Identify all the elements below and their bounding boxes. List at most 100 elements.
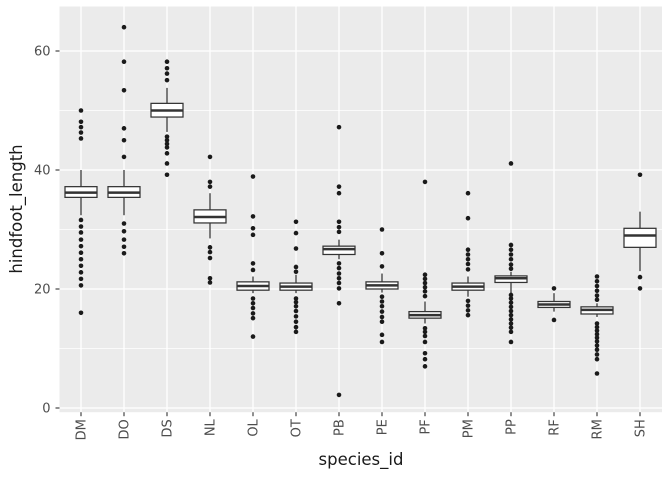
outlier-point: [594, 352, 600, 357]
outlier-point: [78, 250, 84, 256]
outlier-point: [293, 264, 299, 270]
x-tick-label: DM: [74, 419, 89, 440]
outlier-point: [250, 334, 256, 339]
x-tick-label: SH: [633, 419, 648, 437]
outlier-point: [293, 314, 299, 319]
outlier-point: [164, 77, 170, 83]
outlier-point: [508, 266, 514, 272]
outlier-point: [465, 261, 471, 267]
outlier-point: [422, 356, 428, 362]
outlier-point: [508, 161, 514, 166]
x-tick-label: RF: [547, 419, 562, 436]
outlier-point: [379, 332, 385, 338]
boxplot-SH: [623, 172, 657, 291]
outlier-point: [78, 119, 84, 125]
boxplot-PB: [322, 124, 356, 398]
outlier-point: [121, 126, 127, 131]
outlier-point: [465, 312, 471, 318]
boxplot-NL: [193, 154, 227, 285]
outlier-point: [594, 343, 600, 348]
outlier-point: [465, 247, 471, 253]
x-axis-title: species_id: [319, 450, 404, 470]
outlier-point: [293, 324, 299, 330]
plot-panel: [59, 6, 662, 413]
x-tick-label: PF: [418, 419, 433, 434]
outlier-point: [379, 227, 385, 232]
outlier-point: [121, 154, 127, 160]
outlier-point: [293, 329, 299, 335]
outlier-point: [637, 274, 643, 280]
x-tick-label: RM: [590, 419, 605, 439]
boxplot-DM: [64, 108, 98, 316]
boxplot-DO: [107, 24, 141, 256]
outlier-point: [379, 314, 385, 320]
outlier-point: [250, 261, 256, 266]
outlier-point: [250, 174, 256, 179]
outlier-point: [637, 172, 643, 178]
outlier-point: [508, 317, 514, 322]
outlier-point: [422, 325, 428, 331]
outlier-point: [465, 298, 471, 304]
outlier-point: [594, 347, 600, 352]
outlier-point: [379, 299, 385, 304]
outlier-point: [422, 280, 428, 286]
boxplot-RM: [580, 274, 614, 376]
x-tick-label: PB: [332, 419, 347, 436]
boxplot-RF: [537, 286, 571, 323]
outlier-point: [422, 339, 428, 345]
outlier-point: [121, 137, 127, 143]
outlier-point: [422, 179, 428, 185]
outlier-point: [379, 251, 385, 256]
outlier-point: [465, 215, 471, 221]
outlier-point: [422, 276, 428, 282]
outlier-point: [121, 59, 127, 65]
outlier-point: [465, 303, 471, 308]
outlier-point: [465, 267, 471, 272]
outlier-point: [379, 319, 385, 325]
outlier-point: [336, 261, 342, 266]
outlier-point: [250, 226, 256, 231]
outlier-point: [422, 333, 428, 339]
outlier-point: [594, 371, 600, 376]
outlier-point: [293, 269, 299, 275]
outlier-point: [78, 124, 84, 130]
x-tick-label: PP: [504, 419, 519, 435]
outlier-point: [293, 219, 299, 225]
outlier-point: [164, 71, 170, 76]
boxplot-OT: [279, 219, 313, 335]
outlier-point: [78, 283, 84, 288]
outlier-point: [336, 190, 342, 196]
outlier-point: [551, 286, 557, 291]
outlier-point: [594, 278, 600, 284]
outlier-point: [465, 252, 471, 257]
x-tick-label: DS: [160, 419, 175, 437]
outlier-point: [594, 274, 600, 279]
x-tick-label: OL: [246, 418, 261, 436]
outlier-point: [508, 329, 514, 335]
outlier-point: [78, 243, 84, 249]
outlier-point: [379, 303, 385, 309]
outlier-point: [293, 246, 299, 251]
outlier-point: [164, 151, 170, 156]
outlier-point: [379, 339, 385, 345]
outlier-point: [207, 280, 213, 285]
outlier-point: [508, 292, 514, 298]
outlier-point: [164, 141, 170, 147]
outlier-point: [336, 271, 342, 276]
outlier-point: [594, 328, 600, 333]
outlier-point: [508, 300, 514, 305]
outlier-point: [207, 245, 213, 250]
outlier-point: [78, 230, 84, 235]
outlier-point: [250, 305, 256, 311]
boxplot-PP: [494, 161, 528, 345]
outlier-point: [78, 310, 84, 316]
outlier-point: [164, 172, 170, 178]
y-axis-title: hindfoot_length: [7, 144, 27, 273]
outlier-point: [207, 184, 213, 189]
outlier-point: [250, 296, 256, 301]
outlier-point: [637, 286, 643, 291]
outlier-point: [250, 214, 256, 219]
outlier-point: [164, 137, 170, 143]
boxplot-DS: [150, 59, 184, 178]
outlier-point: [594, 356, 600, 362]
